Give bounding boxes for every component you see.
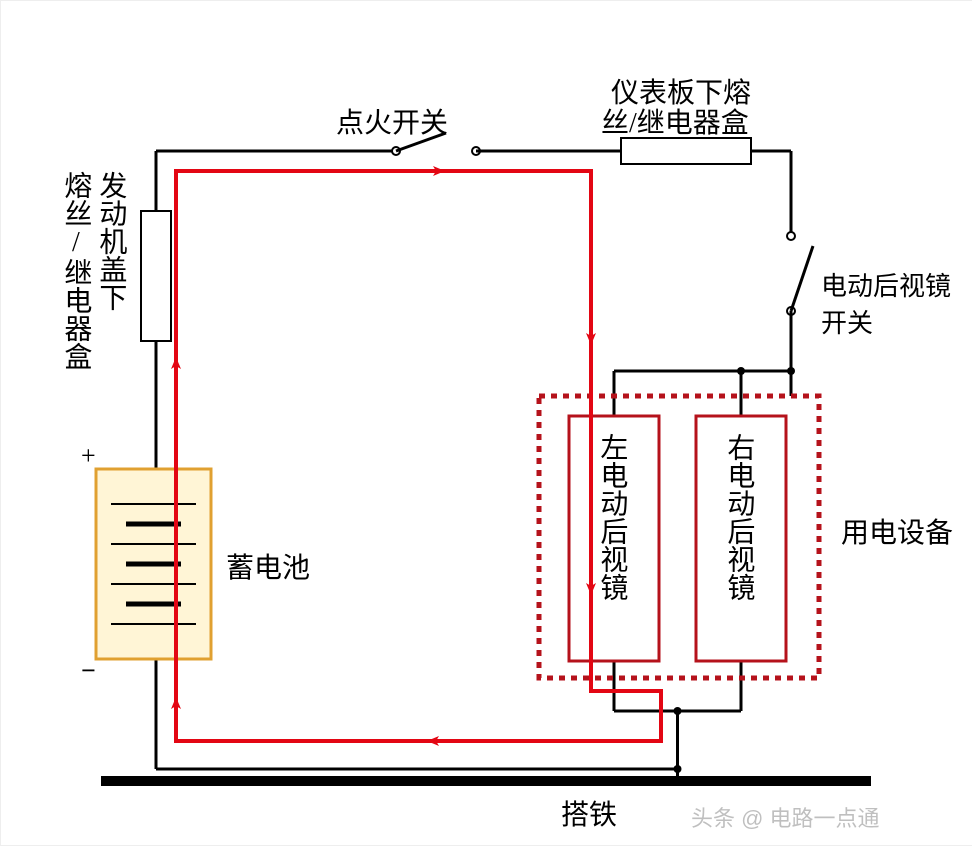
consumer-label: 用电设备 bbox=[841, 511, 961, 551]
battery-label: 蓄电池 bbox=[226, 546, 310, 586]
battery-plus-sign: + bbox=[81, 441, 96, 471]
hood-fuse-label-col-a: 发动机盖下 bbox=[96, 171, 125, 311]
battery-minus-sign: − bbox=[81, 656, 96, 686]
hood-fuse-label-col-b: 熔丝/继电器盒 bbox=[61, 171, 90, 370]
diagram-svg bbox=[1, 1, 972, 845]
circuit-diagram: 点火开关 仪表板下熔 丝/继电器盒 发动机盖下 熔丝/继电器盒 电动后视镜开关 … bbox=[0, 0, 972, 846]
mirror-switch-label: 电动后视镜开关 bbox=[821, 266, 961, 340]
watermark-text: 头条 @ 电路一点通 bbox=[691, 801, 880, 833]
dash-fuse-label-line2: 丝/继电器盒 bbox=[601, 101, 749, 141]
left-mirror-label: 左电动后视镜 bbox=[597, 433, 626, 601]
right-mirror-label: 右电动后视镜 bbox=[724, 433, 753, 601]
ground-label: 搭铁 bbox=[561, 793, 617, 833]
ignition-switch-label: 点火开关 bbox=[336, 101, 448, 141]
